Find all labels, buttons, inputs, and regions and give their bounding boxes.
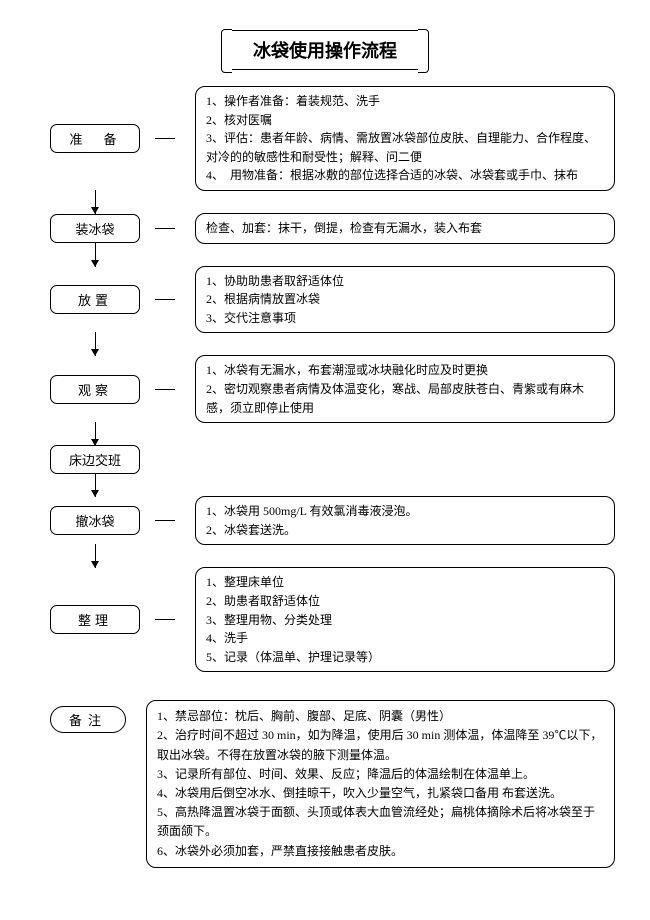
flow-row: 撤冰袋 1、冰袋用 500mg/L 有效氯消毒液浸泡。 2、冰袋套送洗。 [35,496,615,545]
flow-row: 准 备 1、操作者准备：着装规范、洗手 2、核对医嘱 3、评估：患者年龄、病情、… [35,86,615,191]
stage-place-desc: 1、协助助患者取舒适体位 2、根据病情放置冰袋 3、交代注意事项 [195,266,615,334]
stage-place: 放置 [50,285,140,314]
line: 3、整理用物、分类处理 [206,611,604,630]
line: 2、根据病情放置冰袋 [206,290,604,309]
note-line: 5、高热降温置冰袋于面额、头顶或体表大血管流经处；扁桃体摘除术后将冰袋至于颈面颌… [157,803,604,841]
connector [155,389,175,390]
connector [155,228,175,229]
line: 4、 用物准备：根据冰敷的部位选择合适的冰袋、冰袋套或手巾、抹布 [206,166,604,185]
stage-remove-icebag: 撤冰袋 [50,506,140,535]
notes-box: 1、禁忌部位：枕后、胸前、腹部、足底、阴囊（男性） 2、治疗时间不超过 30 m… [146,700,615,868]
line: 1、冰袋用 500mg/L 有效氯消毒液浸泡。 [206,502,604,521]
flow-row: 观察 1、冰袋有无漏水，布套潮湿或冰块融化时应及时更换 2、密切观察患者病情及体… [35,355,615,423]
notes-section: 备注 1、禁忌部位：枕后、胸前、腹部、足底、阴囊（男性） 2、治疗时间不超过 3… [35,700,615,868]
line: 2、密切观察患者病情及体温变化，寒战、局部皮肤苍白、青紫或有麻木感，须立即停止使… [206,380,604,417]
arrow-down [35,191,155,213]
flow-row: 放置 1、协助助患者取舒适体位 2、根据病情放置冰袋 3、交代注意事项 [35,266,615,334]
line: 4、洗手 [206,629,604,648]
stage-tidy: 整理 [50,605,140,634]
line: 2、助患者取舒适体位 [206,592,604,611]
line: 3、评估：患者年龄、病情、需放置冰袋部位皮肤、自理能力、合作程度、对冷的的敏感性… [206,129,604,166]
line: 5、记录（体温单、护理记录等） [206,648,604,667]
stage-observe-desc: 1、冰袋有无漏水，布套潮湿或冰块融化时应及时更换 2、密切观察患者病情及体温变化… [195,355,615,423]
line: 1、操作者准备：着装规范、洗手 [206,92,604,111]
line: 3、交代注意事项 [206,309,604,328]
line: 1、冰袋有无漏水，布套潮湿或冰块融化时应及时更换 [206,361,604,380]
arrow-down [35,545,155,567]
stage-prepare-desc: 1、操作者准备：着装规范、洗手 2、核对医嘱 3、评估：患者年龄、病情、需放置冰… [195,86,615,191]
connector [155,520,175,521]
note-line: 1、禁忌部位：枕后、胸前、腹部、足底、阴囊（男性） [157,707,604,726]
line: 2、冰袋套送洗。 [206,521,604,540]
note-line: 4、冰袋用后倒空冰水、倒挂晾干，吹入少量空气，扎紧袋口备用 布套送洗。 [157,784,604,803]
note-line: 3、记录所有部位、时间、效果、反应；降温后的体温绘制在体温单上。 [157,765,604,784]
flowchart: 准 备 1、操作者准备：着装规范、洗手 2、核对医嘱 3、评估：患者年龄、病情、… [35,86,615,672]
stage-remove-desc: 1、冰袋用 500mg/L 有效氯消毒液浸泡。 2、冰袋套送洗。 [195,496,615,545]
stage-load-icebag: 装冰袋 [50,214,140,243]
stage-tidy-desc: 1、整理床单位 2、助患者取舒适体位 3、整理用物、分类处理 4、洗手 5、记录… [195,567,615,672]
title-banner: 冰袋使用操作流程 [35,30,615,70]
line: 2、核对医嘱 [206,111,604,130]
flow-row: 装冰袋 检查、加套：抹干，倒提，检查有无漏水，装入布套 [35,213,615,244]
flow-row: 整理 1、整理床单位 2、助患者取舒适体位 3、整理用物、分类处理 4、洗手 5… [35,567,615,672]
connector [155,299,175,300]
notes-label: 备注 [50,706,126,733]
note-line: 6、冰袋外必须加套，严禁直接接触患者皮肤。 [157,842,604,861]
connector [155,138,175,139]
page-title: 冰袋使用操作流程 [230,30,420,70]
stage-handover: 床边交班 [50,445,140,474]
line: 1、协助助患者取舒适体位 [206,272,604,291]
note-line: 2、治疗时间不超过 30 min，如为降温，使用后 30 min 测体温，体温降… [157,726,604,764]
arrow-down [35,244,155,266]
stage-prepare: 准 备 [50,124,140,153]
arrow-down [35,474,155,496]
stage-observe: 观察 [50,375,140,404]
connector [155,619,175,620]
stage-load-desc: 检查、加套：抹干，倒提，检查有无漏水，装入布套 [195,213,615,244]
line: 1、整理床单位 [206,573,604,592]
line: 检查、加套：抹干，倒提，检查有无漏水，装入布套 [206,219,604,238]
arrow-down [35,423,155,445]
flow-row: 床边交班 [35,445,615,474]
arrow-down [35,333,155,355]
